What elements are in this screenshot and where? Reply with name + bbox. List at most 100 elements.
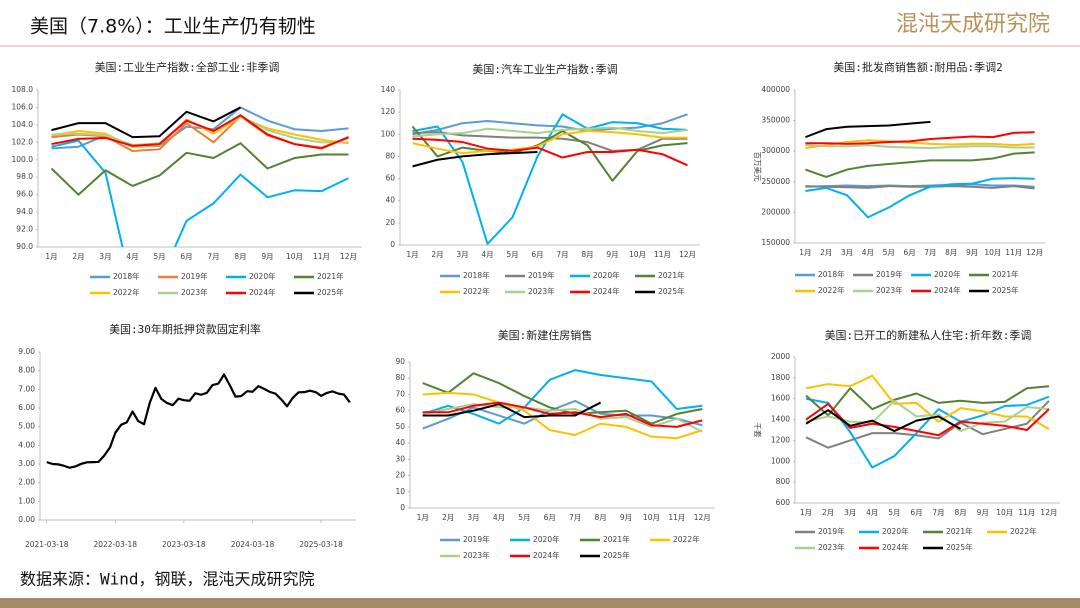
x-tick-label: 8月: [581, 250, 593, 259]
legend-label: 2025年: [992, 285, 1019, 295]
plot: [411, 113, 688, 245]
y-tick-label: 20: [385, 218, 395, 227]
x-tick-label: 6月: [531, 250, 543, 259]
series-line: [805, 409, 962, 433]
x-tick-label: 5月: [888, 508, 900, 517]
chart-title: 美国:工业生产指数:全部工业:非季调: [95, 60, 280, 74]
x-tick-label: 6月: [180, 252, 192, 261]
y-tick-label: 600: [776, 498, 791, 507]
x-tick-label: 9月: [977, 508, 989, 517]
y-tick-label: 98.0: [16, 172, 33, 181]
y-tick-label: 94.0: [16, 207, 33, 216]
y-tick-label: 8.00: [18, 366, 35, 375]
x-tick-label: 5月: [883, 248, 895, 257]
series-line: [412, 129, 688, 155]
plot: [805, 120, 1035, 219]
legend-label: 2020年: [533, 534, 560, 544]
legend-label: 2021年: [946, 526, 973, 536]
y-tick-label: 60: [385, 174, 395, 183]
slide-title: 美国（7.8%）：工业生产仍有韧性: [30, 16, 316, 38]
series-line: [412, 126, 688, 138]
x-tick-label: 12月: [340, 252, 357, 261]
x-tick-label: 5月: [153, 252, 165, 261]
chart-title: 美国:已开工的新建私人住宅:折年数:季调: [825, 328, 1032, 342]
y-tick-label: 60: [395, 406, 405, 415]
series-line: [805, 185, 1035, 190]
y-tick-label: 50: [395, 422, 405, 431]
y-tick-label: 30: [395, 454, 405, 463]
x-tick-label: 2025-03-18: [299, 540, 343, 549]
legend-label: 2018年: [818, 269, 845, 279]
x-tick-label: 11月: [313, 252, 330, 261]
series-line: [805, 151, 1035, 178]
series-line: [805, 385, 1050, 417]
y-tick-label: 80: [395, 373, 405, 382]
legend-label: 2020年: [882, 526, 909, 536]
x-tick-label: 3月: [467, 513, 479, 522]
y-tick-label: 1800: [771, 373, 790, 382]
y-tick-label: 104.0: [12, 120, 34, 129]
y-tick-label: 2.00: [18, 478, 35, 487]
series-line: [805, 177, 1035, 219]
y-tick-label: 102.0: [12, 137, 34, 146]
x-tick-label: 3月: [841, 248, 853, 257]
legend-label: 2024年: [934, 285, 961, 295]
y-tick-label: 7.00: [18, 384, 35, 393]
x-tick-label: 1月: [45, 252, 57, 261]
x-tick-label: 10月: [984, 248, 1001, 257]
y-tick-label: 0.00: [18, 515, 35, 524]
legend-label: 2021年: [658, 270, 685, 280]
series-line: [422, 401, 602, 419]
legend-label: 2018年: [463, 270, 490, 280]
x-tick-label: 2月: [822, 508, 834, 517]
legend-label: 2024年: [593, 286, 620, 296]
legend-label: 2022年: [1010, 526, 1037, 536]
legend-label: 2022年: [673, 534, 700, 544]
x-tick-label: 8月: [945, 248, 957, 257]
x-tick-label: 9月: [606, 250, 618, 259]
x-tick-label: 7月: [932, 508, 944, 517]
series-line: [805, 120, 931, 139]
x-tick-label: 12月: [679, 250, 696, 259]
y-tick-label: 0: [390, 240, 395, 249]
y-tick-label: 106.0: [12, 102, 34, 111]
y-tick-label: 140: [381, 85, 396, 94]
y-tick-label: 10: [395, 487, 405, 496]
x-tick-label: 7月: [924, 248, 936, 257]
y-tick-label: 1000: [771, 456, 790, 465]
legend-label: 2023年: [528, 286, 555, 296]
x-tick-label: 2月: [72, 252, 84, 261]
legend-label: 2024年: [249, 287, 276, 297]
y-axis-label: 千套: [753, 423, 763, 438]
x-tick-label: 6月: [544, 513, 556, 522]
x-tick-label: 4月: [862, 248, 874, 257]
x-tick-label: 2月: [820, 248, 832, 257]
legend-label: 2020年: [934, 269, 961, 279]
y-tick-label: 2000: [771, 352, 790, 361]
series-line: [51, 106, 241, 139]
x-tick-label: 6月: [903, 248, 915, 257]
series-line: [805, 131, 1035, 145]
y-tick-label: 6.00: [18, 403, 35, 412]
series-line: [422, 399, 703, 430]
x-tick-label: 11月: [1018, 508, 1035, 517]
series-line: [422, 391, 703, 440]
x-tick-label: 10月: [286, 252, 303, 261]
legend-label: 2025年: [946, 542, 973, 552]
x-tick-label: 11月: [668, 513, 685, 522]
x-tick-label: 10月: [629, 250, 646, 259]
x-tick-label: 2月: [442, 513, 454, 522]
y-tick-label: 40: [385, 196, 395, 205]
legend-label: 2024年: [882, 542, 909, 552]
plot: [46, 373, 351, 469]
legend-label: 2023年: [463, 550, 490, 560]
series-line: [805, 374, 1050, 430]
legend-label: 2019年: [528, 270, 555, 280]
y-tick-label: 300000: [761, 146, 790, 155]
x-tick-label: 11月: [1005, 248, 1022, 257]
x-tick-label: 4月: [493, 513, 505, 522]
series-line: [50, 142, 349, 196]
series-line: [412, 113, 688, 136]
x-tick-label: 12月: [1026, 248, 1043, 257]
x-tick-label: 11月: [654, 250, 671, 259]
